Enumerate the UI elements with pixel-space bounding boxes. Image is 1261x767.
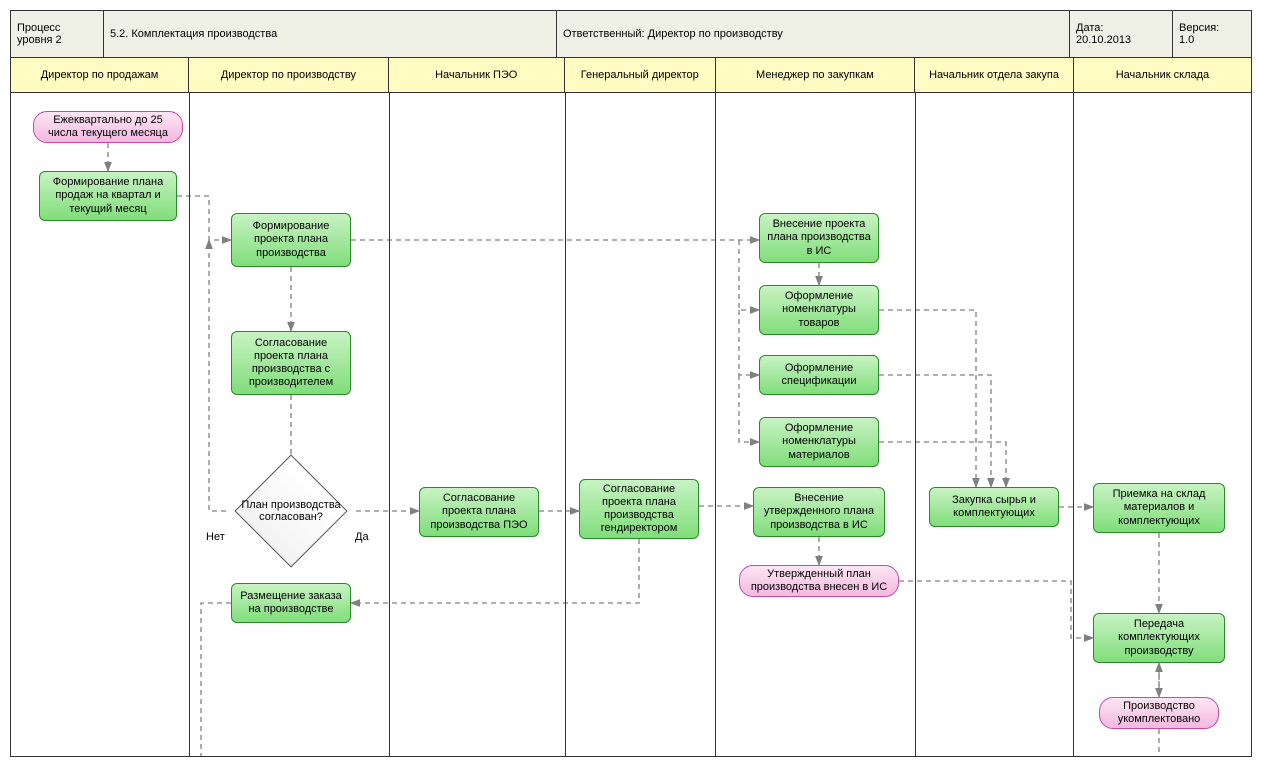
process-diagram: Процесс уровня 2 5.2. Комплектация произ…	[10, 10, 1252, 757]
swimlane-header: Директор по продажамДиректор по производ…	[11, 58, 1251, 93]
lane-separator	[1073, 93, 1074, 756]
activity-a_sogl_gd: Согласование проекта плана производства …	[579, 479, 699, 539]
lane-header-5: Начальник отдела закупа	[915, 58, 1074, 92]
activity-a_pered: Передача комплектующих производству	[1093, 613, 1225, 663]
date-value: 20.10.2013	[1076, 34, 1166, 46]
diagram-header: Процесс уровня 2 5.2. Комплектация произ…	[11, 11, 1251, 58]
activity-a_nomen_tov: Оформление номенклатуры товаров	[759, 285, 879, 335]
version-value: 1.0	[1179, 34, 1245, 46]
lane-separator	[565, 93, 566, 756]
activity-a_sogl_peo: Согласование проекта плана производства …	[419, 487, 539, 537]
date-label: Дата:	[1076, 22, 1166, 34]
activity-a_priemka: Приемка на склад материалов и комплектую…	[1093, 483, 1225, 533]
activity-a_form_proj: Формирование проекта плана производства	[231, 213, 351, 267]
lane-header-3: Генеральный директор	[565, 58, 716, 92]
lane-header-1: Директор по производству	[189, 58, 389, 92]
header-title: 5.2. Комплектация производства	[104, 11, 557, 57]
lane-header-4: Менеджер по закупкам	[716, 58, 916, 92]
event-ev_utv: Утвержденный план производства внесен в …	[739, 565, 899, 597]
lane-separator	[915, 93, 916, 756]
diagram-canvas: Ежеквартально до 25 числа текущего месяц…	[11, 93, 1251, 756]
lane-separator	[715, 93, 716, 756]
lane-separator	[189, 93, 190, 756]
activity-a_nomen_mat: Оформление номенклатуры материалов	[759, 417, 879, 467]
decision-no-label: Нет	[206, 531, 225, 543]
activity-a_vnes_proj: Внесение проекта плана производства в ИС	[759, 213, 879, 263]
header-date: Дата: 20.10.2013	[1070, 11, 1173, 57]
activity-a_spec: Оформление спецификации	[759, 355, 879, 395]
lane-header-2: Начальник ПЭО	[389, 58, 565, 92]
version-label: Версия:	[1179, 22, 1245, 34]
activity-a_vnes_utv: Внесение утвержденного плана производств…	[753, 487, 885, 537]
lane-header-0: Директор по продажам	[11, 58, 189, 92]
decision-d_plan: План производства согласован?	[231, 481, 351, 541]
activity-a_razm: Размещение заказа на производстве	[231, 583, 351, 623]
decision-label: План производства согласован?	[231, 481, 351, 541]
lane-separator	[389, 93, 390, 756]
header-responsible: Ответственный: Директор по производству	[557, 11, 1070, 57]
activity-a_sogl_proizv: Согласование проекта плана производства …	[231, 331, 351, 395]
event-ev_start: Ежеквартально до 25 числа текущего месяц…	[33, 111, 183, 143]
lane-header-6: Начальник склада	[1074, 58, 1251, 92]
edges-layer	[11, 93, 1251, 756]
activity-a_zakup: Закупка сырья и комплектующих	[929, 487, 1059, 527]
event-ev_end: Производство укомплектовано	[1099, 697, 1219, 729]
header-process-label: Процесс уровня 2	[11, 11, 104, 57]
activity-a_sales_plan: Формирование плана продаж на квартал и т…	[39, 171, 177, 221]
decision-yes-label: Да	[355, 531, 369, 543]
header-version: Версия: 1.0	[1173, 11, 1251, 57]
